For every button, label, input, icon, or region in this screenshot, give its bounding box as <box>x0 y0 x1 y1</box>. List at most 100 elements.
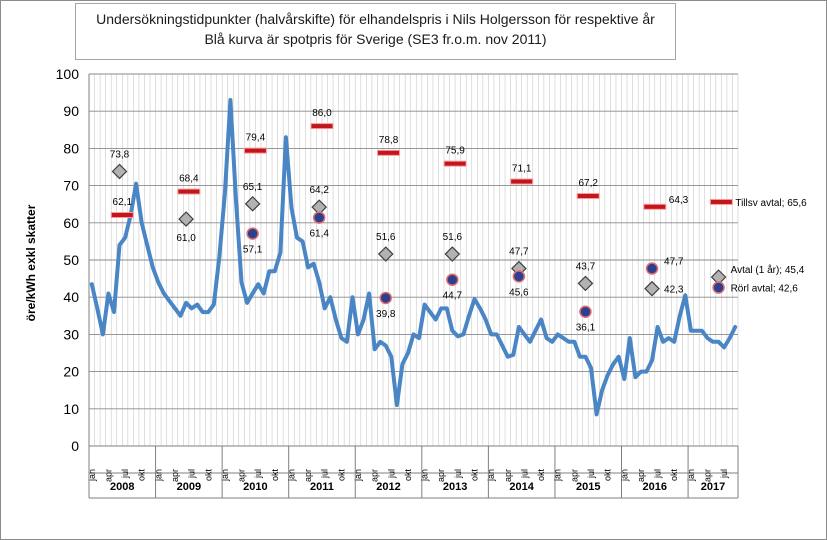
x-month-tick-label: okt <box>336 469 346 482</box>
x-month-tick-label: apr <box>170 469 180 482</box>
rorl-marker <box>512 270 526 283</box>
tillsv-data-label: 78,8 <box>379 135 399 146</box>
x-month-tick-label: jan <box>619 469 629 482</box>
x-month-tick-label: apr <box>702 469 712 482</box>
x-month-tick-label: jul <box>120 469 130 479</box>
x-month-tick-label: jan <box>686 469 696 482</box>
tillsv-marker <box>709 198 733 205</box>
x-month-tick-label: jul <box>187 469 197 479</box>
avtal-marker <box>444 246 461 262</box>
x-year-tick-label: 2017 <box>701 481 725 493</box>
x-year-tick-label: 2012 <box>376 481 400 493</box>
rorl-marker <box>379 291 393 305</box>
x-month-tick-label: jul <box>519 469 529 479</box>
tillsv-marker <box>177 188 201 195</box>
avtal-marker <box>644 280 660 297</box>
x-month-tick-label: okt <box>270 469 280 482</box>
rorl-marker <box>579 305 592 318</box>
x-year-tick-label: 2013 <box>443 481 467 493</box>
y-tick-label: 20 <box>63 364 79 380</box>
x-month-tick-label: jul <box>320 469 330 479</box>
avtal-data-label: 61,0 <box>176 233 196 244</box>
x-month-tick-label: okt <box>137 469 147 482</box>
gridlines <box>88 73 739 447</box>
x-month-tick-label: jan <box>87 469 97 482</box>
rorl-marker <box>246 227 259 240</box>
x-month-tick-label: jan <box>486 469 496 482</box>
x-month-tick-label: jul <box>253 469 263 479</box>
tillsv-marker <box>110 211 134 218</box>
chart-title-box: Undersökningstidpunkter (halvårskifte) f… <box>75 3 676 60</box>
y-tick-label: 10 <box>63 401 79 417</box>
avtal-data-label: 64,2 <box>309 185 329 196</box>
tillsv-data-label: 75,9 <box>445 146 465 157</box>
rorl-data-label: 47,7 <box>664 257 684 268</box>
x-month-tick-label: apr <box>370 469 380 482</box>
avtal-data-label: 65,1 <box>243 182 263 193</box>
x-month-tick-label: jul <box>453 469 463 479</box>
x-month-tick-label: apr <box>103 469 113 482</box>
data-labels-layer: 62,1 68,4 79,4 86,0 78,8 75,9 71,1 67,2 64,3 Till… <box>110 108 807 334</box>
x-month-tick-label: apr <box>436 469 446 482</box>
rorl-marker <box>645 262 659 275</box>
y-tick-label: 40 <box>63 289 79 305</box>
markers-layer <box>110 123 733 318</box>
chart-subtitle: Blå kurva är spotpris för Sverige (SE3 f… <box>204 31 547 47</box>
rorl-data-label: 45,6 <box>509 287 529 298</box>
avtal-data-label: 43,7 <box>576 261 596 272</box>
x-month-tick-label: apr <box>636 469 646 482</box>
tillsv-marker <box>310 123 334 130</box>
rorl-marker <box>312 211 326 224</box>
y-tick-label: 60 <box>63 215 79 231</box>
x-year-tick-label: 2009 <box>177 481 201 493</box>
y-tick-label: 50 <box>63 252 79 268</box>
avtal-data-label: Avtal (1 år); 45,4 <box>731 264 805 276</box>
x-tick-labels: jan apr jul okt jan apr jul okt jan apr jul okt jan a… <box>87 469 729 493</box>
avtal-marker <box>178 211 194 227</box>
rorl-marker <box>712 281 725 294</box>
y-tick-label: 30 <box>63 326 79 342</box>
x-month-tick-label: apr <box>503 469 513 482</box>
x-month-tick-label: jan <box>286 469 296 482</box>
axes <box>88 74 739 499</box>
x-month-tick-label: okt <box>536 469 546 482</box>
x-year-tick-label: 2008 <box>110 481 134 493</box>
x-month-tick-label: jan <box>220 469 230 482</box>
rorl-data-label: 57,1 <box>243 245 263 256</box>
tillsv-data-label: Tillsv avtal; 65,6 <box>735 198 807 209</box>
y-tick-label: 80 <box>63 140 79 156</box>
x-month-tick-label: apr <box>237 469 247 482</box>
avtal-data-label: 47,7 <box>509 247 529 258</box>
tillsv-data-label: 62,1 <box>113 197 133 208</box>
avtal-data-label: 51,6 <box>376 232 396 243</box>
tillsv-data-label: 67,2 <box>578 178 598 189</box>
x-year-tick-label: 2014 <box>509 481 534 493</box>
tillsv-marker <box>243 147 267 154</box>
avtal-data-label: 51,6 <box>443 232 463 243</box>
x-month-tick-label: jul <box>586 469 596 479</box>
x-year-tick-label: 2011 <box>310 481 334 493</box>
tillsv-marker <box>643 203 667 210</box>
x-year-tick-label: 2016 <box>643 481 667 493</box>
y-tick-label: 70 <box>63 178 79 194</box>
y-tick-label: 90 <box>63 103 79 119</box>
rorl-data-label: Rörl avtal; 42,6 <box>731 284 799 295</box>
rorl-data-label: 61,4 <box>309 229 329 240</box>
y-tick-label: 0 <box>71 438 79 454</box>
tillsv-marker <box>576 193 600 200</box>
avtal-marker <box>577 275 594 292</box>
x-month-tick-label: okt <box>603 469 613 482</box>
chart-title: Undersökningstidpunkter (halvårskifte) f… <box>96 11 655 27</box>
x-month-tick-label: jul <box>386 469 396 479</box>
rorl-data-label: 39,8 <box>376 309 396 320</box>
x-month-tick-label: jul <box>719 469 729 479</box>
avtal-marker <box>377 246 394 262</box>
x-month-tick-label: jan <box>553 469 563 482</box>
x-month-tick-label: jan <box>153 469 163 482</box>
x-month-tick-label: jan <box>420 469 430 482</box>
tillsv-data-label: 86,0 <box>312 108 332 119</box>
avtal-marker <box>111 163 128 180</box>
tillsv-marker <box>377 149 401 156</box>
tillsv-data-label: 79,4 <box>246 133 266 144</box>
